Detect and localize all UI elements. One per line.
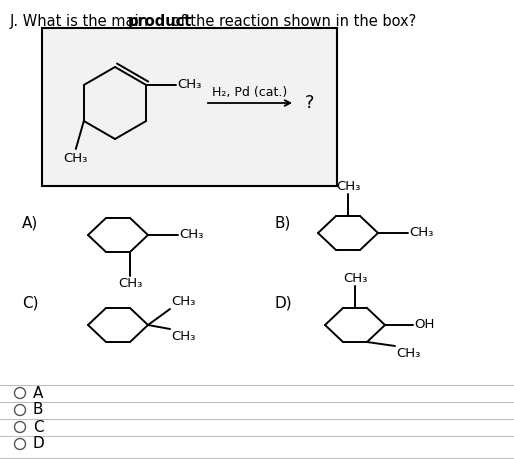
- Text: D): D): [275, 295, 292, 310]
- Text: OH: OH: [414, 319, 434, 331]
- Text: CH₃: CH₃: [343, 272, 367, 285]
- Text: of the reaction shown in the box?: of the reaction shown in the box?: [167, 14, 416, 29]
- Text: CH₃: CH₃: [396, 347, 420, 360]
- Text: A: A: [33, 386, 43, 401]
- Text: B: B: [33, 403, 44, 418]
- Text: D: D: [33, 437, 45, 452]
- Text: J. What is the main: J. What is the main: [10, 14, 154, 29]
- Text: product: product: [128, 14, 192, 29]
- Text: C: C: [33, 420, 44, 435]
- Text: B): B): [275, 215, 291, 230]
- Text: CH₃: CH₃: [64, 152, 88, 165]
- Text: H₂, Pd (cat.): H₂, Pd (cat.): [212, 86, 288, 99]
- Text: CH₃: CH₃: [171, 295, 195, 308]
- Text: CH₃: CH₃: [171, 330, 195, 343]
- Bar: [42, 28, 337, 186]
- Text: CH₃: CH₃: [177, 78, 201, 91]
- Text: A): A): [22, 215, 38, 230]
- Text: ?: ?: [305, 94, 315, 112]
- Text: CH₃: CH₃: [409, 226, 433, 240]
- Text: CH₃: CH₃: [118, 277, 142, 290]
- Text: CH₃: CH₃: [179, 229, 204, 241]
- Text: CH₃: CH₃: [336, 180, 360, 193]
- Text: C): C): [22, 295, 39, 310]
